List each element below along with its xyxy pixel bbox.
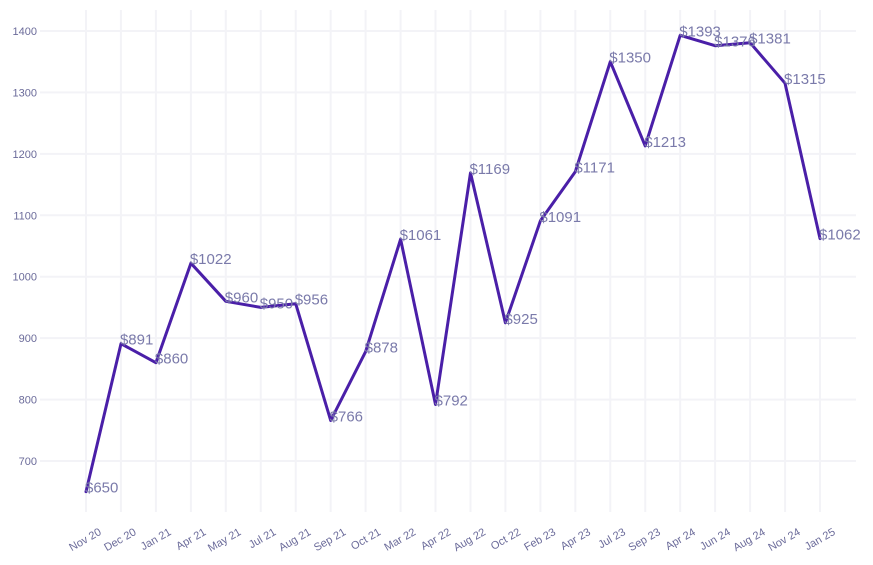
price-series-line <box>84 33 822 494</box>
x-tick-label: Jun 24 <box>698 526 733 553</box>
y-tick-label: 1400 <box>13 26 37 38</box>
x-tick-label: Oct 21 <box>349 526 383 553</box>
y-tick-label: 1000 <box>13 272 37 284</box>
data-label: $766 <box>330 408 363 425</box>
y-axis: 700 800 900 1000 1100 1200 1300 1400 <box>13 26 37 468</box>
x-tick-label: Apr 23 <box>559 526 593 553</box>
x-tick-label: Jul 23 <box>596 526 627 551</box>
data-label: $650 <box>85 480 118 497</box>
x-tick-label: Sep 23 <box>627 526 663 554</box>
x-tick-label: Aug 22 <box>452 526 488 554</box>
data-label: $891 <box>120 332 153 349</box>
x-tick-label: Feb 23 <box>522 526 558 554</box>
data-label: $1350 <box>609 50 651 67</box>
y-tick-label: 1300 <box>13 87 37 99</box>
data-label: $1061 <box>400 227 442 244</box>
x-tick-label: Nov 20 <box>67 526 103 554</box>
x-tick-label: Aug 24 <box>731 526 767 554</box>
x-tick-label: Oct 22 <box>489 526 523 553</box>
x-tick-label: Mar 22 <box>382 526 418 554</box>
data-label: $950 <box>260 295 293 312</box>
x-tick-label: Nov 24 <box>766 526 802 554</box>
x-tick-label: Apr 22 <box>419 526 453 553</box>
x-gridlines <box>85 10 821 512</box>
x-tick-label: Jan 21 <box>139 526 174 553</box>
y-gridlines <box>40 30 856 462</box>
data-label: $925 <box>504 311 537 328</box>
x-tick-label: Jul 21 <box>247 526 278 551</box>
y-tick-label: 900 <box>19 333 37 345</box>
data-label: $1022 <box>190 251 232 268</box>
data-label: $1381 <box>749 31 791 48</box>
data-label: $860 <box>155 351 188 368</box>
data-label: $792 <box>435 392 468 409</box>
data-label: $1376 <box>714 34 756 51</box>
y-tick-label: 1200 <box>13 149 37 161</box>
data-label: $960 <box>225 289 258 306</box>
data-label: $1315 <box>784 71 826 88</box>
x-tick-label: Apr 21 <box>174 526 208 553</box>
x-tick-label: Jan 25 <box>803 526 838 553</box>
data-label: $1171 <box>574 160 615 177</box>
x-tick-label: May 21 <box>206 526 243 554</box>
data-label: $1091 <box>539 209 581 226</box>
data-label: $878 <box>365 340 398 357</box>
data-label: $1393 <box>679 23 721 40</box>
x-tick-label: Apr 24 <box>664 526 698 553</box>
y-tick-label: 1100 <box>13 210 37 222</box>
x-tick-label: Sep 21 <box>312 526 348 554</box>
data-label: $1213 <box>644 134 686 151</box>
data-label: $1062 <box>819 227 861 244</box>
data-labels: $650 $891$860 $1022 $960 $950 $956 $766 $878 $10… <box>85 23 861 496</box>
data-label: $1169 <box>469 161 510 178</box>
y-tick-label: 700 <box>19 456 37 468</box>
x-tick-label: Dec 20 <box>102 526 138 554</box>
data-label: $956 <box>295 292 328 309</box>
y-tick-label: 800 <box>19 395 37 407</box>
x-tick-label: Aug 21 <box>277 526 313 554</box>
